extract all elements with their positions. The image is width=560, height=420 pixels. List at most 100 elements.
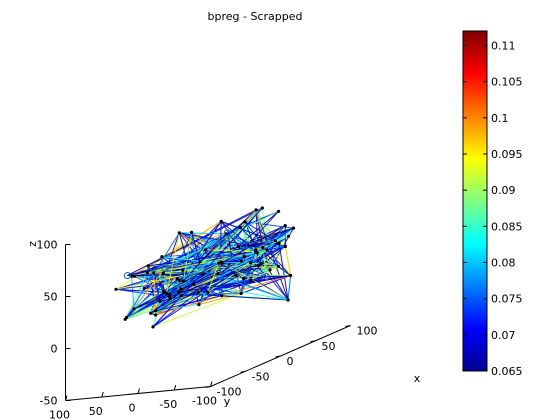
network-node [286, 298, 290, 302]
network-node [283, 224, 287, 228]
network-edge [207, 262, 220, 293]
network-node [132, 307, 136, 311]
network-edge [166, 232, 180, 294]
x-tick-mark [240, 370, 246, 373]
network-node [216, 272, 224, 279]
network-edge [278, 265, 291, 276]
network-node [265, 248, 269, 252]
x-tick-mark [205, 386, 211, 388]
network-edge [238, 227, 294, 248]
network-edge [153, 272, 161, 302]
network-node [273, 239, 277, 243]
z-tick-label: 100 [37, 239, 58, 252]
network-node [146, 264, 150, 268]
network-node [154, 309, 158, 313]
network-edge [169, 262, 262, 298]
network-node [254, 208, 258, 212]
chart-title: bpreg - Scrapped [208, 10, 303, 23]
network-node [123, 272, 131, 279]
network-node [277, 241, 281, 245]
network-node [261, 246, 265, 250]
network-node [223, 229, 231, 237]
network-edge [239, 227, 256, 252]
network-edge [191, 232, 201, 262]
y-tick-label: -100 [192, 395, 217, 408]
network-node [160, 255, 164, 259]
colorbar-tick-label: 0.085 [491, 220, 523, 233]
z-tick-label: 0 [51, 343, 58, 356]
x-axis-ticks: -100 -50 0 50 100 [205, 325, 378, 399]
network-edge [152, 293, 242, 328]
y-tick-mark [173, 384, 177, 391]
network-node [165, 291, 169, 295]
network-edge [115, 220, 222, 290]
network-edge [178, 275, 291, 293]
network-node [263, 273, 270, 281]
z-axis-label: z [26, 241, 39, 247]
colorbar-ticks: 0.11 0.105 0.1 0.095 0.09 0.085 0.08 0.075 0.07 0… [463, 39, 523, 378]
y-tick-label: 50 [89, 405, 103, 418]
network-node [283, 244, 287, 249]
network-node [158, 299, 162, 303]
network-node [201, 272, 205, 277]
network-edge [182, 264, 259, 271]
colorbar: 0.11 0.105 0.1 0.095 0.09 0.085 0.08 0.075 0.07 0… [462, 30, 523, 378]
y-tick-mark [65, 395, 68, 401]
network-node [177, 231, 181, 235]
network-node [217, 261, 221, 265]
network-node [175, 277, 179, 281]
network-edge [164, 239, 222, 269]
network-node [154, 313, 158, 317]
network-node [291, 226, 296, 230]
colorbar-tick-label: 0.095 [491, 148, 523, 161]
network-edge [278, 243, 289, 301]
z-tick-label: 50 [44, 291, 58, 304]
network-edge [115, 288, 170, 298]
network-node [276, 264, 280, 268]
network-edge [284, 246, 292, 276]
y-tick-label: 0 [129, 402, 136, 415]
network-node [161, 271, 165, 275]
network-edge [250, 265, 279, 281]
network-node [236, 245, 241, 249]
network-edge [266, 249, 291, 276]
network-node [152, 271, 156, 275]
network-node [249, 261, 253, 265]
colorbar-tick-label: 0.07 [491, 329, 516, 342]
network-edge [124, 232, 180, 320]
network-node [178, 279, 182, 283]
x-tick-label: 100 [357, 325, 378, 338]
network-node [191, 282, 196, 286]
network-node [253, 250, 258, 254]
network-node [181, 268, 185, 272]
network-node [151, 325, 155, 329]
network-edge [177, 262, 219, 280]
colorbar-tick-label: 0.09 [491, 184, 516, 197]
y-axis-label: y [224, 395, 231, 408]
network-node [277, 209, 281, 213]
network-node [239, 291, 243, 296]
network-edge [220, 221, 258, 254]
network-edge [244, 221, 276, 242]
network-node [238, 225, 242, 229]
x-tick-mark [345, 325, 351, 327]
network-edge [126, 247, 264, 318]
network-edge [255, 235, 289, 253]
network-edges [115, 207, 294, 328]
network-node [123, 317, 127, 321]
network-node [234, 273, 238, 277]
x-tick-label: -50 [252, 370, 270, 383]
network-node [149, 311, 153, 315]
network-edge [287, 275, 292, 301]
network-node [216, 272, 220, 276]
y-tick-label: 100 [49, 409, 70, 420]
x-tick-label: 50 [322, 340, 336, 353]
network-node [198, 260, 202, 264]
x-axis-label: x [414, 372, 421, 385]
colorbar-gradient [462, 30, 488, 372]
network-nodes [114, 206, 296, 329]
colorbar-tick-label: 0.065 [491, 365, 523, 378]
network-edge [161, 256, 289, 301]
y-tick-label: -50 [159, 398, 177, 411]
